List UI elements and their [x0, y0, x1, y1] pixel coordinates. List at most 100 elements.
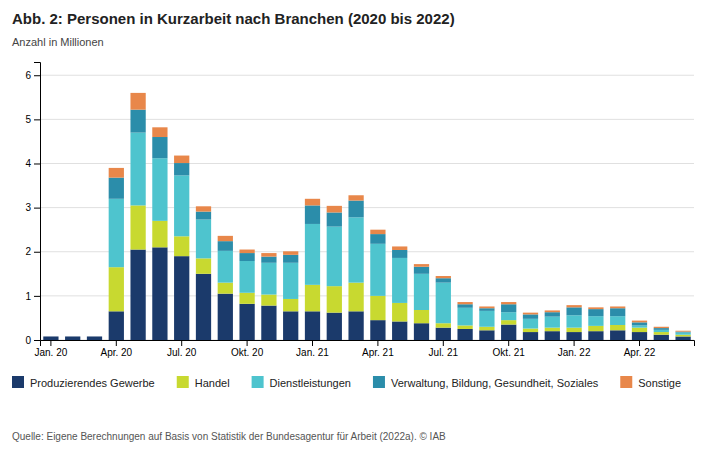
bar: [130, 110, 145, 133]
bar: [174, 156, 189, 164]
legend-swatch: [373, 376, 385, 388]
y-tick: 5: [25, 114, 40, 125]
legend-swatch: [12, 376, 24, 388]
bar: [43, 336, 58, 337]
bar: [654, 328, 669, 330]
x-tick-mark: [116, 340, 117, 346]
bar: [414, 323, 429, 340]
legend-label: Handel: [195, 377, 230, 389]
series: [109, 133, 691, 335]
bar: [392, 258, 407, 303]
bar: [218, 251, 233, 283]
bar: [109, 168, 124, 178]
bar: [436, 328, 451, 340]
x-tick: Jan. 21: [296, 340, 329, 358]
bar: [392, 250, 407, 258]
bar: [370, 234, 385, 244]
y-tick: 1: [25, 291, 40, 302]
bar: [327, 286, 342, 312]
bar: [675, 332, 690, 334]
bar: [566, 328, 581, 332]
bar: [305, 205, 320, 224]
bar: [43, 336, 58, 340]
x-tick-mark: [377, 340, 378, 346]
bar: [588, 326, 603, 331]
bar: [610, 330, 625, 340]
bar: [109, 199, 124, 267]
x-axis-line: [41, 341, 695, 347]
bar: [109, 178, 124, 199]
source: Quelle: Eigene Berechnungen auf Basis vo…: [12, 431, 446, 442]
bar: [283, 299, 298, 311]
bar: [654, 327, 669, 328]
bar: [261, 257, 276, 263]
bar: [261, 263, 276, 295]
bar: [43, 336, 58, 337]
bar: [392, 303, 407, 322]
bar: [632, 328, 647, 332]
bar: [327, 206, 342, 213]
y-tick: 3: [25, 202, 40, 213]
bar: [566, 307, 581, 315]
bar: [414, 267, 429, 274]
y-tick-label: 3: [25, 202, 31, 213]
bar: [327, 227, 342, 287]
bar: [327, 313, 342, 340]
bar: [43, 336, 58, 337]
bar: [501, 320, 516, 324]
bar: [632, 321, 647, 323]
bar: [218, 294, 233, 340]
bar: [479, 311, 494, 327]
bar: [457, 308, 472, 326]
x-tick: Apr. 22: [624, 340, 656, 358]
bar: [457, 304, 472, 308]
bar: [152, 137, 167, 158]
bar: [87, 336, 102, 337]
bar: [501, 302, 516, 304]
y-tick: 2: [25, 246, 40, 257]
bar: [87, 336, 102, 337]
y-tick-mark: [34, 252, 40, 253]
x-axis: Jan. 20 Apr. 20 Jul. 20 Okt. 20 Jan. 21 Apr. …: [34, 340, 694, 358]
bar: [414, 310, 429, 323]
bar: [218, 241, 233, 251]
bar: [65, 336, 80, 337]
bar: [65, 336, 80, 337]
bar: [479, 308, 494, 311]
bar: [239, 304, 254, 340]
bar: [457, 302, 472, 304]
x-tick: Jul. 20: [167, 340, 197, 358]
bar: [87, 336, 102, 337]
x-tick-mark: [639, 340, 640, 346]
bar: [65, 336, 80, 337]
y-tick-label: 1: [25, 291, 31, 302]
bar: [348, 311, 363, 340]
bars: [43, 93, 690, 340]
bar: [109, 311, 124, 340]
x-tick-mark: [50, 340, 51, 346]
x-tick-label: Apr. 21: [362, 347, 394, 358]
grid-line: [40, 75, 694, 76]
y-axis-line: [34, 63, 41, 341]
x-tick: Okt. 20: [231, 340, 264, 358]
bar: [218, 236, 233, 241]
x-tick-mark: [247, 340, 248, 346]
bar: [109, 267, 124, 311]
y-tick-mark: [34, 119, 40, 120]
x-tick: Apr. 20: [100, 340, 132, 358]
y-tick-label: 5: [25, 114, 31, 125]
x-tick: Okt. 21: [493, 340, 526, 358]
x-tick-label: Jan. 20: [34, 347, 67, 358]
x-tick: Jan. 20: [34, 340, 67, 358]
legend-item: Verwaltung, Bildung, Gesundheit, Soziale…: [373, 376, 599, 389]
bar: [87, 336, 102, 337]
y-axis: 0123456: [25, 63, 40, 346]
bar: [261, 306, 276, 340]
bar: [130, 250, 145, 340]
bar: [566, 305, 581, 307]
bar: [87, 336, 102, 340]
x-tick-label: Jan. 22: [558, 347, 591, 358]
bar: [545, 312, 560, 316]
legend-label: Dienstleistungen: [270, 377, 351, 389]
bar: [348, 195, 363, 200]
